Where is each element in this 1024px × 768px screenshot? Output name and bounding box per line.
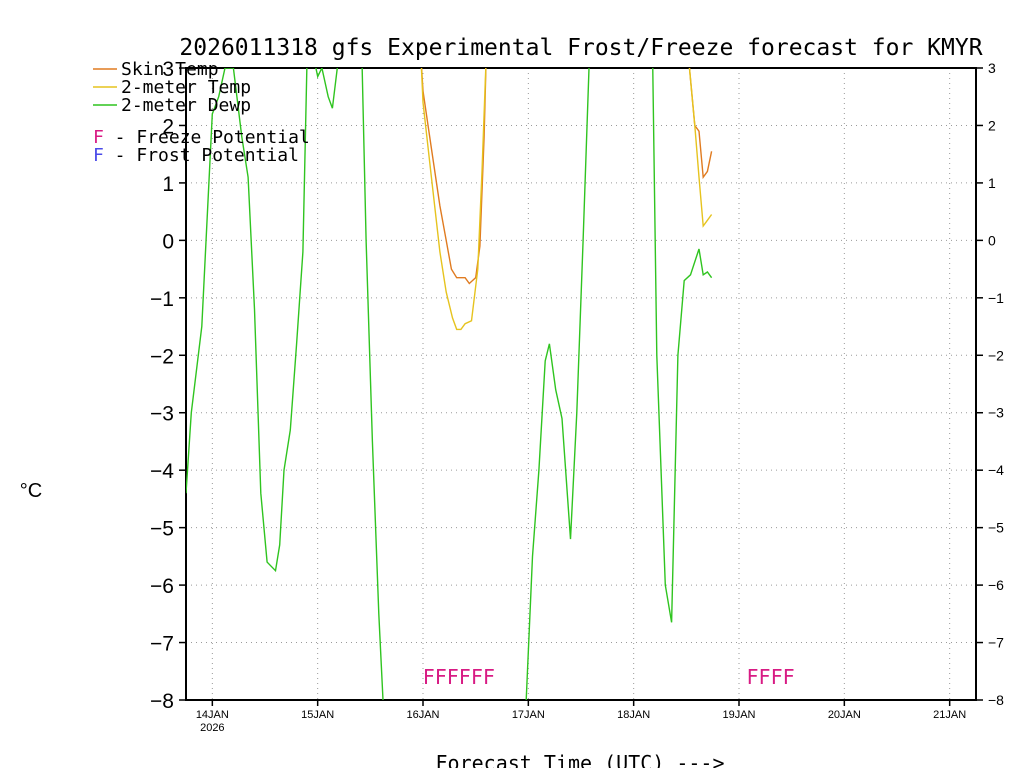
y-tick-label-right: −7	[988, 635, 1004, 651]
y-tick-label-right: −6	[988, 577, 1004, 593]
flag-legend-entry: F - Frost Potential	[93, 145, 299, 166]
series-line-2-meter-dewp	[525, 68, 590, 700]
y-tick-label-right: −5	[988, 520, 1004, 536]
series-lines	[186, 68, 713, 700]
y-tick-label: 0	[162, 230, 174, 253]
freeze-flag: FFFF	[747, 665, 795, 689]
legend-label: 2-meter Dewp	[121, 95, 251, 116]
y-tick-label: −1	[150, 288, 174, 311]
series-line-skin-temp	[420, 68, 487, 285]
freeze-flag: FFFFFF	[423, 665, 495, 689]
chart-title: 2026011318 gfs Experimental Frost/Freeze…	[179, 35, 982, 61]
y-axis-unit: °C	[20, 480, 42, 502]
series-line-2-meter-dewp	[652, 68, 713, 623]
y-tick-label-right: −4	[988, 462, 1004, 478]
y-tick-label: −4	[150, 460, 174, 483]
x-tick-year: 2026	[200, 722, 224, 734]
plot-frame	[185, 67, 977, 701]
series-line-2-meter-dewp	[361, 68, 384, 700]
x-axis-ticks: 14JAN 15JAN 16JAN 17JAN 18JAN 19JAN 20JAN 21JAN…	[196, 700, 966, 734]
legend-label: Skin Temp	[121, 59, 219, 80]
y-tick-label: −3	[150, 403, 174, 426]
y-tick-label-right: 0	[988, 232, 996, 248]
x-tick-label: 20JAN	[828, 709, 861, 721]
y-tick-label-right: −8	[988, 692, 1004, 708]
y-tick-label: 3	[162, 58, 174, 81]
x-tick-label: 19JAN	[722, 709, 755, 721]
series-line-2-meter-dewp	[315, 68, 339, 109]
x-tick-label: 21JAN	[933, 709, 966, 721]
x-tick-label: 16JAN	[406, 709, 439, 721]
y-tick-label: −8	[150, 690, 174, 713]
y-tick-label: −2	[150, 345, 174, 368]
y-tick-label: −7	[150, 633, 174, 656]
series-line-2-meter-dewp	[186, 68, 308, 573]
y-tick-label-right: −3	[988, 405, 1004, 421]
flag-legend-letter: F	[93, 127, 104, 148]
y-axis-ticks: 3 3 2 2 1 1 0 0 −1 −1 −2 −2 −3 −3 −4 −4 −5 −5 −6 −6 −7 −7 −8 −8	[150, 58, 1004, 713]
flag-legend-letter: F	[93, 145, 104, 166]
y-tick-label-right: 2	[988, 117, 996, 133]
plot-border	[185, 67, 977, 701]
y-tick-label: −6	[150, 575, 174, 598]
frost-freeze-flags: FFFFFF FFFF	[423, 665, 795, 689]
series-line-2-meter-temp	[688, 68, 713, 228]
y-tick-label: −5	[150, 518, 174, 541]
x-tick-label: 18JAN	[617, 709, 650, 721]
y-tick-label-right: 1	[988, 175, 996, 191]
x-tick-label: 17JAN	[512, 709, 545, 721]
legend-label: 2-meter Temp	[121, 77, 251, 98]
flag-legend-entry: F - Freeze Potential	[93, 127, 310, 148]
y-tick-label-right: −1	[988, 290, 1004, 306]
series-line-2-meter-temp	[420, 68, 487, 331]
y-tick-label-right: 3	[988, 60, 996, 76]
series-line-skin-temp	[688, 68, 713, 180]
y-tick-label: 1	[162, 173, 174, 196]
y-tick-label: 2	[162, 115, 174, 138]
x-tick-label: 15JAN	[301, 709, 334, 721]
y-tick-label-right: −2	[988, 347, 1004, 363]
flag-legend-text: - Frost Potential	[104, 145, 299, 166]
flag-legend-text: - Freeze Potential	[104, 127, 310, 148]
x-tick-label: 14JAN	[196, 709, 229, 721]
x-axis-title: Forecast Time (UTC) --->	[436, 751, 725, 768]
